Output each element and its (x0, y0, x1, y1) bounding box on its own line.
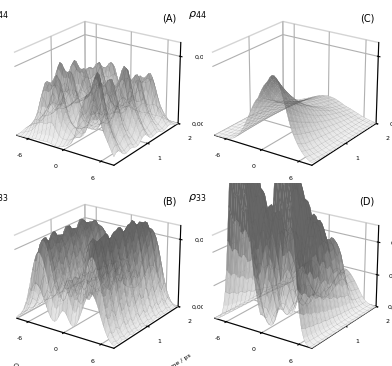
Text: (D): (D) (359, 196, 375, 206)
Text: $\rho_{33}$: $\rho_{33}$ (188, 192, 206, 204)
Y-axis label: time / ps: time / ps (167, 352, 192, 366)
Text: (A): (A) (162, 13, 176, 23)
Text: (B): (B) (162, 196, 176, 206)
Text: $\rho_{44}$: $\rho_{44}$ (188, 9, 207, 21)
Text: $\rho_{44}$: $\rho_{44}$ (0, 9, 9, 21)
Text: $\rho_{33}$: $\rho_{33}$ (0, 192, 8, 204)
X-axis label: $Q_{low}/a_0\,(a.m.u.)^{1/2}$: $Q_{low}/a_0\,(a.m.u.)^{1/2}$ (11, 360, 70, 366)
Text: (C): (C) (360, 13, 374, 23)
